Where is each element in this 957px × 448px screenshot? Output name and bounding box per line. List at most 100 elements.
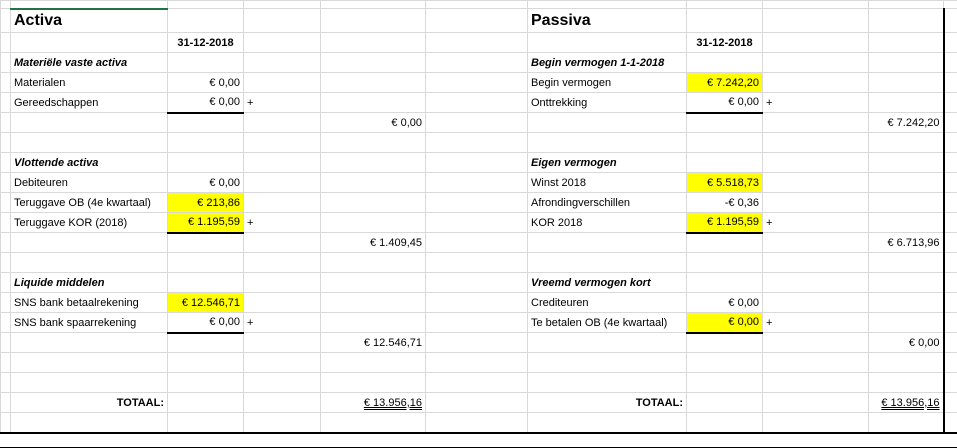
cell-text: Passiva [531,11,591,29]
cell-text: Materialen [14,76,66,89]
cell-text: Te betalen OB (4e kwartaal) [531,316,668,329]
sheet-row: Debiteuren € 0,00 Winst 2018 € 5.518,73 [0,172,957,193]
cell [686,232,763,253]
cell [868,292,945,313]
cell: Debiteuren [10,172,168,193]
cell-text: -€ 0,36 [724,196,759,209]
cell: 31-12-2018 [167,32,244,53]
cell-text: Liquide middelen [14,276,105,289]
cell [527,132,687,153]
cell [320,72,426,93]
cell-text: € 12.546,71 [363,336,422,349]
cell-text: Begin vermogen [531,76,612,89]
cell: € 6.713,96 [868,232,945,253]
cell: € 7.242,20 [686,72,763,93]
cell-text: Afrondingverschillen [531,196,631,209]
cell [762,352,869,373]
cell [762,252,869,273]
cell: € 0,00 [686,92,763,114]
cell [425,132,528,153]
cell [425,112,528,133]
cell [243,112,321,133]
cell [167,272,244,293]
cell: Passiva [527,8,687,33]
cell: + [243,92,321,113]
sheet-row [0,132,957,153]
cell [243,72,321,93]
cell [527,112,687,133]
cell [320,0,426,9]
cell: -€ 0,36 [686,192,763,213]
cell [425,392,528,413]
cell: Winst 2018 [527,172,687,193]
cell: TOTAAL: [10,392,168,413]
cell [425,352,528,373]
cell [425,52,528,73]
sheet-row: SNS bank betaalrekening € 12.546,71 Credit… [0,292,957,313]
cell [762,72,869,93]
cell: Afrondingverschillen [527,192,687,213]
cell [320,272,426,293]
cell [943,312,957,333]
cell [943,52,957,73]
cell: € 0,00 [167,312,244,334]
cell [0,92,11,113]
cell-text: Activa [14,11,63,29]
cell [425,252,528,273]
cell-text: Teruggave OB (4e kwartaal) [14,196,151,209]
cell [0,272,11,293]
cell: € 0,00 [868,332,945,353]
cell-text: Debiteuren [14,176,68,189]
cell [425,272,528,293]
cell [425,0,528,9]
cell-text: + [247,316,254,329]
sheet-row: Activa Passiva [0,8,957,33]
cell [868,132,945,153]
cell: € 0,00 [167,172,244,193]
cell: € 7.242,20 [868,112,945,133]
cell [243,8,321,33]
cell [0,292,11,313]
cell-text: Materiële vaste activa [14,56,128,69]
cell [167,232,244,253]
cell [762,232,869,253]
cell: 31-12-2018 [686,32,763,53]
cell [762,132,869,153]
cell [686,372,763,393]
cell-text: € 6.713,96 [887,236,940,249]
cell [167,0,244,9]
cell: € 12.546,71 [167,292,244,313]
sheet-row: Materiële vaste activa Begin vermogen 1-1… [0,52,957,73]
cell [425,32,528,53]
cell-text: TOTAAL: [635,396,683,409]
cell-text: Winst 2018 [531,176,587,189]
cell [762,392,869,413]
cell [762,192,869,213]
cell-text: Begin vermogen 1-1-2018 [531,56,665,69]
cell: + [762,92,869,113]
cell [0,212,11,233]
cell [243,172,321,193]
cell [0,232,11,253]
cell [10,112,168,133]
sheet-row [0,372,957,393]
cell [0,112,11,133]
cell [686,392,763,413]
cell [686,412,763,434]
cell [425,92,528,113]
cell [167,372,244,393]
cell [868,172,945,193]
cell [868,92,945,113]
cell [243,152,321,173]
cell [167,392,244,413]
cell [243,132,321,153]
cell-text: € 0,00 [209,96,240,109]
cell [868,8,945,33]
cell: Onttrekking [527,92,687,113]
sheet-row: 31-12-2018 31-12-2018 [0,32,957,53]
cell [10,352,168,373]
cell [425,332,528,353]
cell: Vreemd vermogen kort [527,272,687,293]
sheet-body: Activa Passiva 31-12-2018 31-12-2018 Materië… [0,0,957,434]
cell [943,292,957,313]
